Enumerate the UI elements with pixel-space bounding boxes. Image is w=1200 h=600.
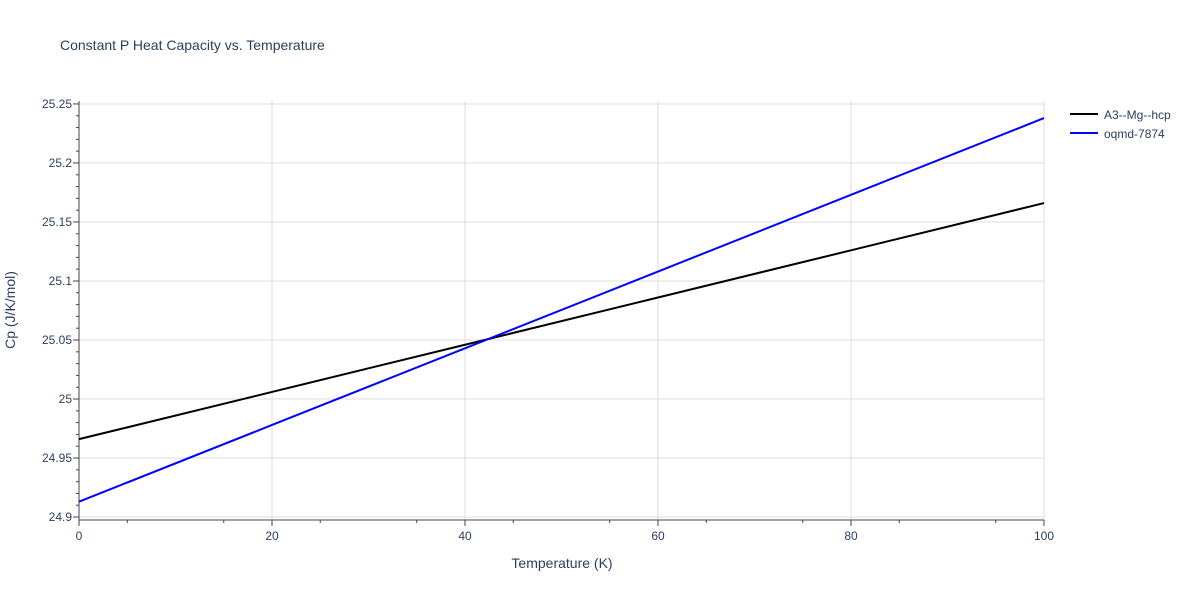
chart-title: Constant P Heat Capacity vs. Temperature	[60, 37, 325, 53]
y-axis-title: Cp (J/K/mol)	[2, 271, 18, 349]
legend-label: A3--Mg--hcp	[1104, 108, 1171, 122]
legend[interactable]: A3--Mg--hcp oqmd-7874	[1070, 108, 1171, 141]
series	[78, 117, 1045, 503]
axes	[78, 101, 1044, 521]
y-tick-label: 24.9	[49, 510, 73, 524]
x-axis-title: Temperature (K)	[511, 555, 612, 571]
series-line-oqmd-7874[interactable]	[78, 117, 1045, 503]
x-tick-label: 20	[265, 529, 279, 543]
x-tick-label: 80	[844, 529, 858, 543]
y-tick-label: 25.1	[49, 274, 73, 288]
x-tick-label: 60	[651, 529, 665, 543]
legend-item-a3-mg-hcp[interactable]: A3--Mg--hcp	[1070, 108, 1171, 122]
x-ticks: 0 20 40 60 80 100	[76, 520, 1054, 543]
y-ticks: 24.9 24.95 25 25.05 25.1 25.15 25.2 25.25	[42, 97, 79, 524]
y-tick-label: 25.05	[42, 333, 72, 347]
legend-item-oqmd-7874[interactable]: oqmd-7874	[1070, 127, 1165, 141]
y-tick-label: 25.25	[42, 97, 72, 111]
y-tick-label: 25.2	[49, 156, 73, 170]
x-tick-label: 100	[1034, 529, 1054, 543]
y-tick-label: 25.15	[42, 215, 72, 229]
grid-lines	[79, 101, 1045, 520]
x-tick-label: 40	[458, 529, 472, 543]
y-tick-label: 25	[59, 392, 73, 406]
x-tick-label: 0	[76, 529, 83, 543]
series-line-a3-mg-hcp[interactable]	[78, 202, 1045, 441]
legend-label: oqmd-7874	[1104, 127, 1165, 141]
y-tick-label: 24.95	[42, 451, 72, 465]
